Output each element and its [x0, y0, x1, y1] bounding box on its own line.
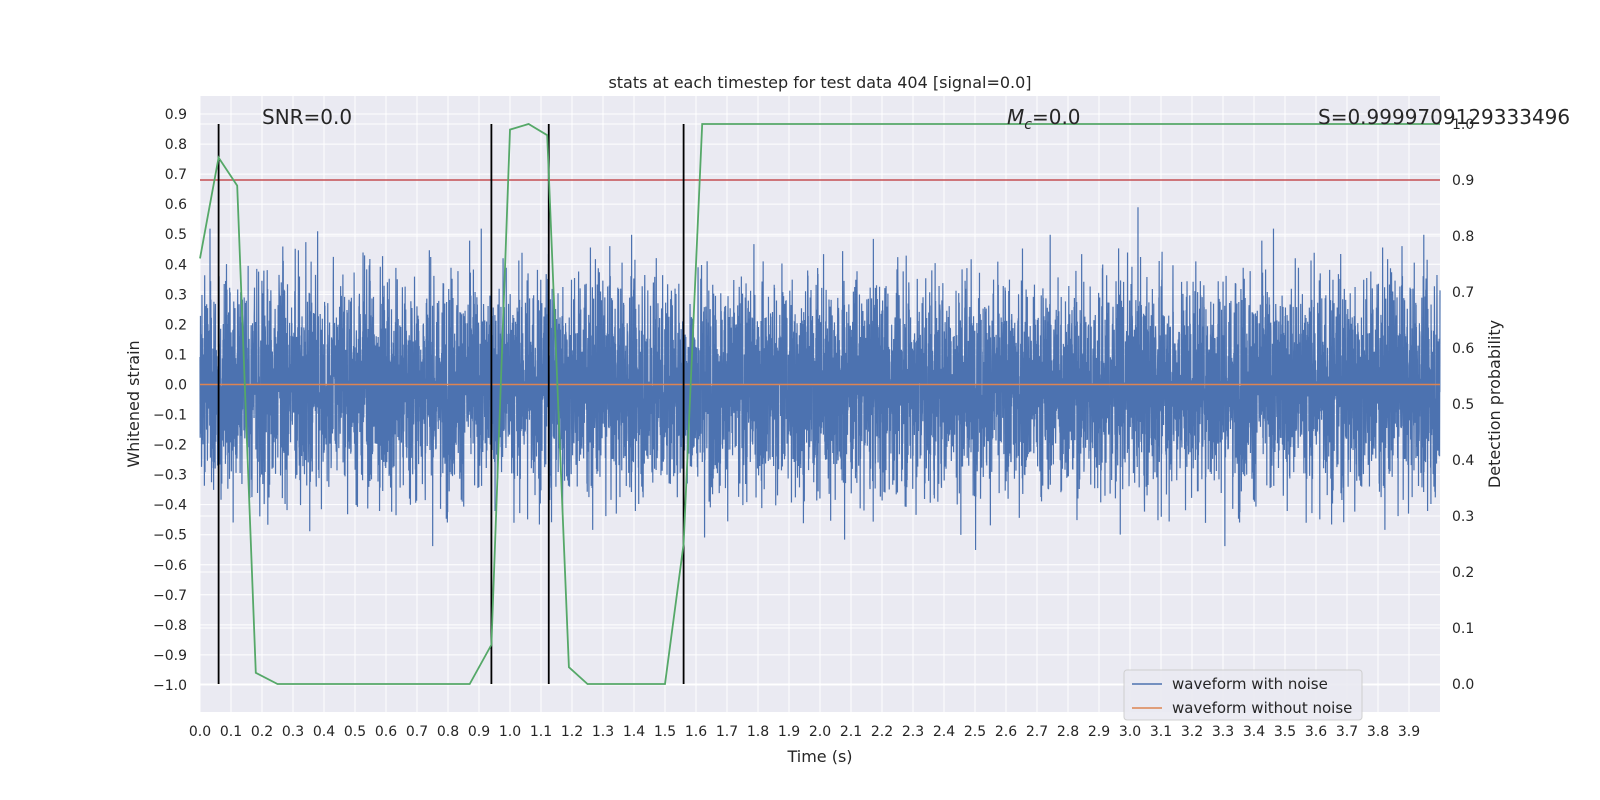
- series-waveform-with-noise: [199, 207, 1441, 550]
- y-tick-label-0: 0.9: [165, 107, 187, 123]
- y-tick-label-2: 0.7: [165, 167, 187, 183]
- x-tick-label-7: 0.7: [406, 724, 428, 740]
- waveform-with-noise-line: [199, 207, 1441, 550]
- y2-tick-label-8: 0.8: [1452, 229, 1474, 245]
- x-tick-label-6: 0.6: [375, 724, 397, 740]
- y2-tick-label-0: 0.0: [1452, 677, 1474, 693]
- legend: waveform with noise waveform without noi…: [1123, 669, 1363, 721]
- y-tick-label-17: −0.8: [153, 618, 187, 634]
- legend-label-clean: waveform without noise: [1172, 699, 1352, 717]
- x-tick-label-28: 2.8: [1057, 724, 1079, 740]
- x-tick-label-27: 2.7: [1026, 724, 1048, 740]
- x-tick-label-0: 0.0: [189, 724, 211, 740]
- x-tick-label-36: 3.6: [1305, 724, 1327, 740]
- y-tick-label-10: −0.1: [153, 408, 187, 424]
- y-tick-label-12: −0.3: [153, 468, 187, 484]
- legend-box: [1123, 669, 1363, 721]
- y2-tick-label-6: 0.6: [1452, 341, 1474, 357]
- chart-title: stats at each timestep for test data 404…: [608, 73, 1031, 92]
- y-axis-label: Whitened strain: [124, 340, 143, 467]
- y-axis-ticks: 0.9 0.8 0.7 0.6 0.5 0.4 0.3 0.2 0.1 0.0 −0.1 −0.2 −0…: [153, 107, 187, 694]
- y-tick-label-9: 0.0: [165, 377, 187, 393]
- y-tick-label-13: −0.4: [153, 498, 187, 514]
- x-tick-label-14: 1.4: [623, 724, 645, 740]
- mc-annotation: Mc=0.0: [1007, 105, 1081, 133]
- x-tick-label-5: 0.5: [344, 724, 366, 740]
- x-tick-label-1: 0.1: [220, 724, 242, 740]
- y2-axis-label: Detection probability: [1485, 320, 1504, 488]
- y2-tick-label-3: 0.3: [1452, 509, 1474, 525]
- mc-subscript: c: [1024, 117, 1032, 133]
- x-tick-label-15: 1.5: [654, 724, 676, 740]
- x-tick-label-22: 2.2: [871, 724, 893, 740]
- x-tick-label-13: 1.3: [592, 724, 614, 740]
- x-tick-label-20: 2.0: [809, 724, 831, 740]
- y-tick-label-3: 0.6: [165, 197, 187, 213]
- x-tick-label-35: 3.5: [1274, 724, 1296, 740]
- x-tick-label-9: 0.9: [468, 724, 490, 740]
- x-tick-label-11: 1.1: [530, 724, 552, 740]
- x-tick-label-34: 3.4: [1243, 724, 1265, 740]
- x-tick-label-31: 3.1: [1150, 724, 1172, 740]
- x-tick-label-10: 1.0: [499, 724, 521, 740]
- y-tick-label-8: 0.1: [165, 347, 187, 363]
- mc-symbol: M: [1007, 105, 1024, 129]
- y2-axis-ticks: 0.0 0.1 0.2 0.3 0.4 0.5 0.6 0.7 0.8 0.9 1.0: [1452, 117, 1474, 693]
- x-tick-label-3: 0.3: [282, 724, 304, 740]
- series-lines: [199, 123, 1440, 685]
- x-tick-label-12: 1.2: [561, 724, 583, 740]
- x-tick-label-8: 0.8: [437, 724, 459, 740]
- y-tick-label-6: 0.3: [165, 287, 187, 303]
- x-tick-label-30: 3.0: [1119, 724, 1141, 740]
- y2-tick-label-5: 0.5: [1452, 397, 1474, 413]
- x-axis-label: Time (s): [786, 747, 852, 766]
- y2-tick-label-9: 0.9: [1452, 173, 1474, 189]
- x-tick-label-29: 2.9: [1088, 724, 1110, 740]
- mc-value: =0.0: [1032, 105, 1081, 129]
- y2-tick-label-7: 0.7: [1452, 285, 1474, 301]
- x-tick-label-23: 2.3: [902, 724, 924, 740]
- y-tick-label-4: 0.5: [165, 227, 187, 243]
- y-tick-label-14: −0.5: [153, 528, 187, 544]
- x-axis-ticks: 0.0 0.1 0.2 0.3 0.4 0.5 0.6 0.7 0.8 0.9 1.0 1.1 1.2 1…: [189, 724, 1420, 740]
- y-tick-label-16: −0.7: [153, 588, 187, 604]
- x-tick-label-33: 3.3: [1212, 724, 1234, 740]
- x-tick-label-19: 1.9: [778, 724, 800, 740]
- y2-tick-label-10: 1.0: [1452, 117, 1474, 133]
- x-tick-label-24: 2.4: [933, 724, 955, 740]
- y2-tick-label-1: 0.1: [1452, 621, 1474, 637]
- detection-probability-line: [199, 123, 1440, 685]
- x-tick-label-16: 1.6: [685, 724, 707, 740]
- y-tick-label-5: 0.4: [165, 257, 187, 273]
- y2-tick-label-4: 0.4: [1452, 453, 1474, 469]
- y-tick-label-18: −0.9: [153, 648, 187, 664]
- s-annotation: S=0.9999709129333496: [1318, 105, 1570, 129]
- snr-annotation: SNR=0.0: [262, 105, 352, 129]
- x-tick-label-26: 2.6: [995, 724, 1017, 740]
- x-tick-label-32: 3.2: [1181, 724, 1203, 740]
- x-tick-label-17: 1.7: [716, 724, 738, 740]
- y-tick-label-7: 0.2: [165, 317, 187, 333]
- x-tick-label-37: 3.7: [1336, 724, 1358, 740]
- x-tick-label-25: 2.5: [964, 724, 986, 740]
- x-tick-label-18: 1.8: [747, 724, 769, 740]
- x-tick-label-21: 2.1: [840, 724, 862, 740]
- x-tick-label-39: 3.9: [1398, 724, 1420, 740]
- x-tick-label-2: 0.2: [251, 724, 273, 740]
- y2-tick-label-2: 0.2: [1452, 565, 1474, 581]
- y-tick-label-15: −0.6: [153, 558, 187, 574]
- legend-label-noise: waveform with noise: [1172, 675, 1328, 693]
- y-tick-label-19: −1.0: [153, 678, 187, 694]
- x-tick-label-4: 0.4: [313, 724, 335, 740]
- y-tick-label-1: 0.8: [165, 137, 187, 153]
- y-tick-label-11: −0.2: [153, 438, 187, 454]
- x-tick-label-38: 3.8: [1367, 724, 1389, 740]
